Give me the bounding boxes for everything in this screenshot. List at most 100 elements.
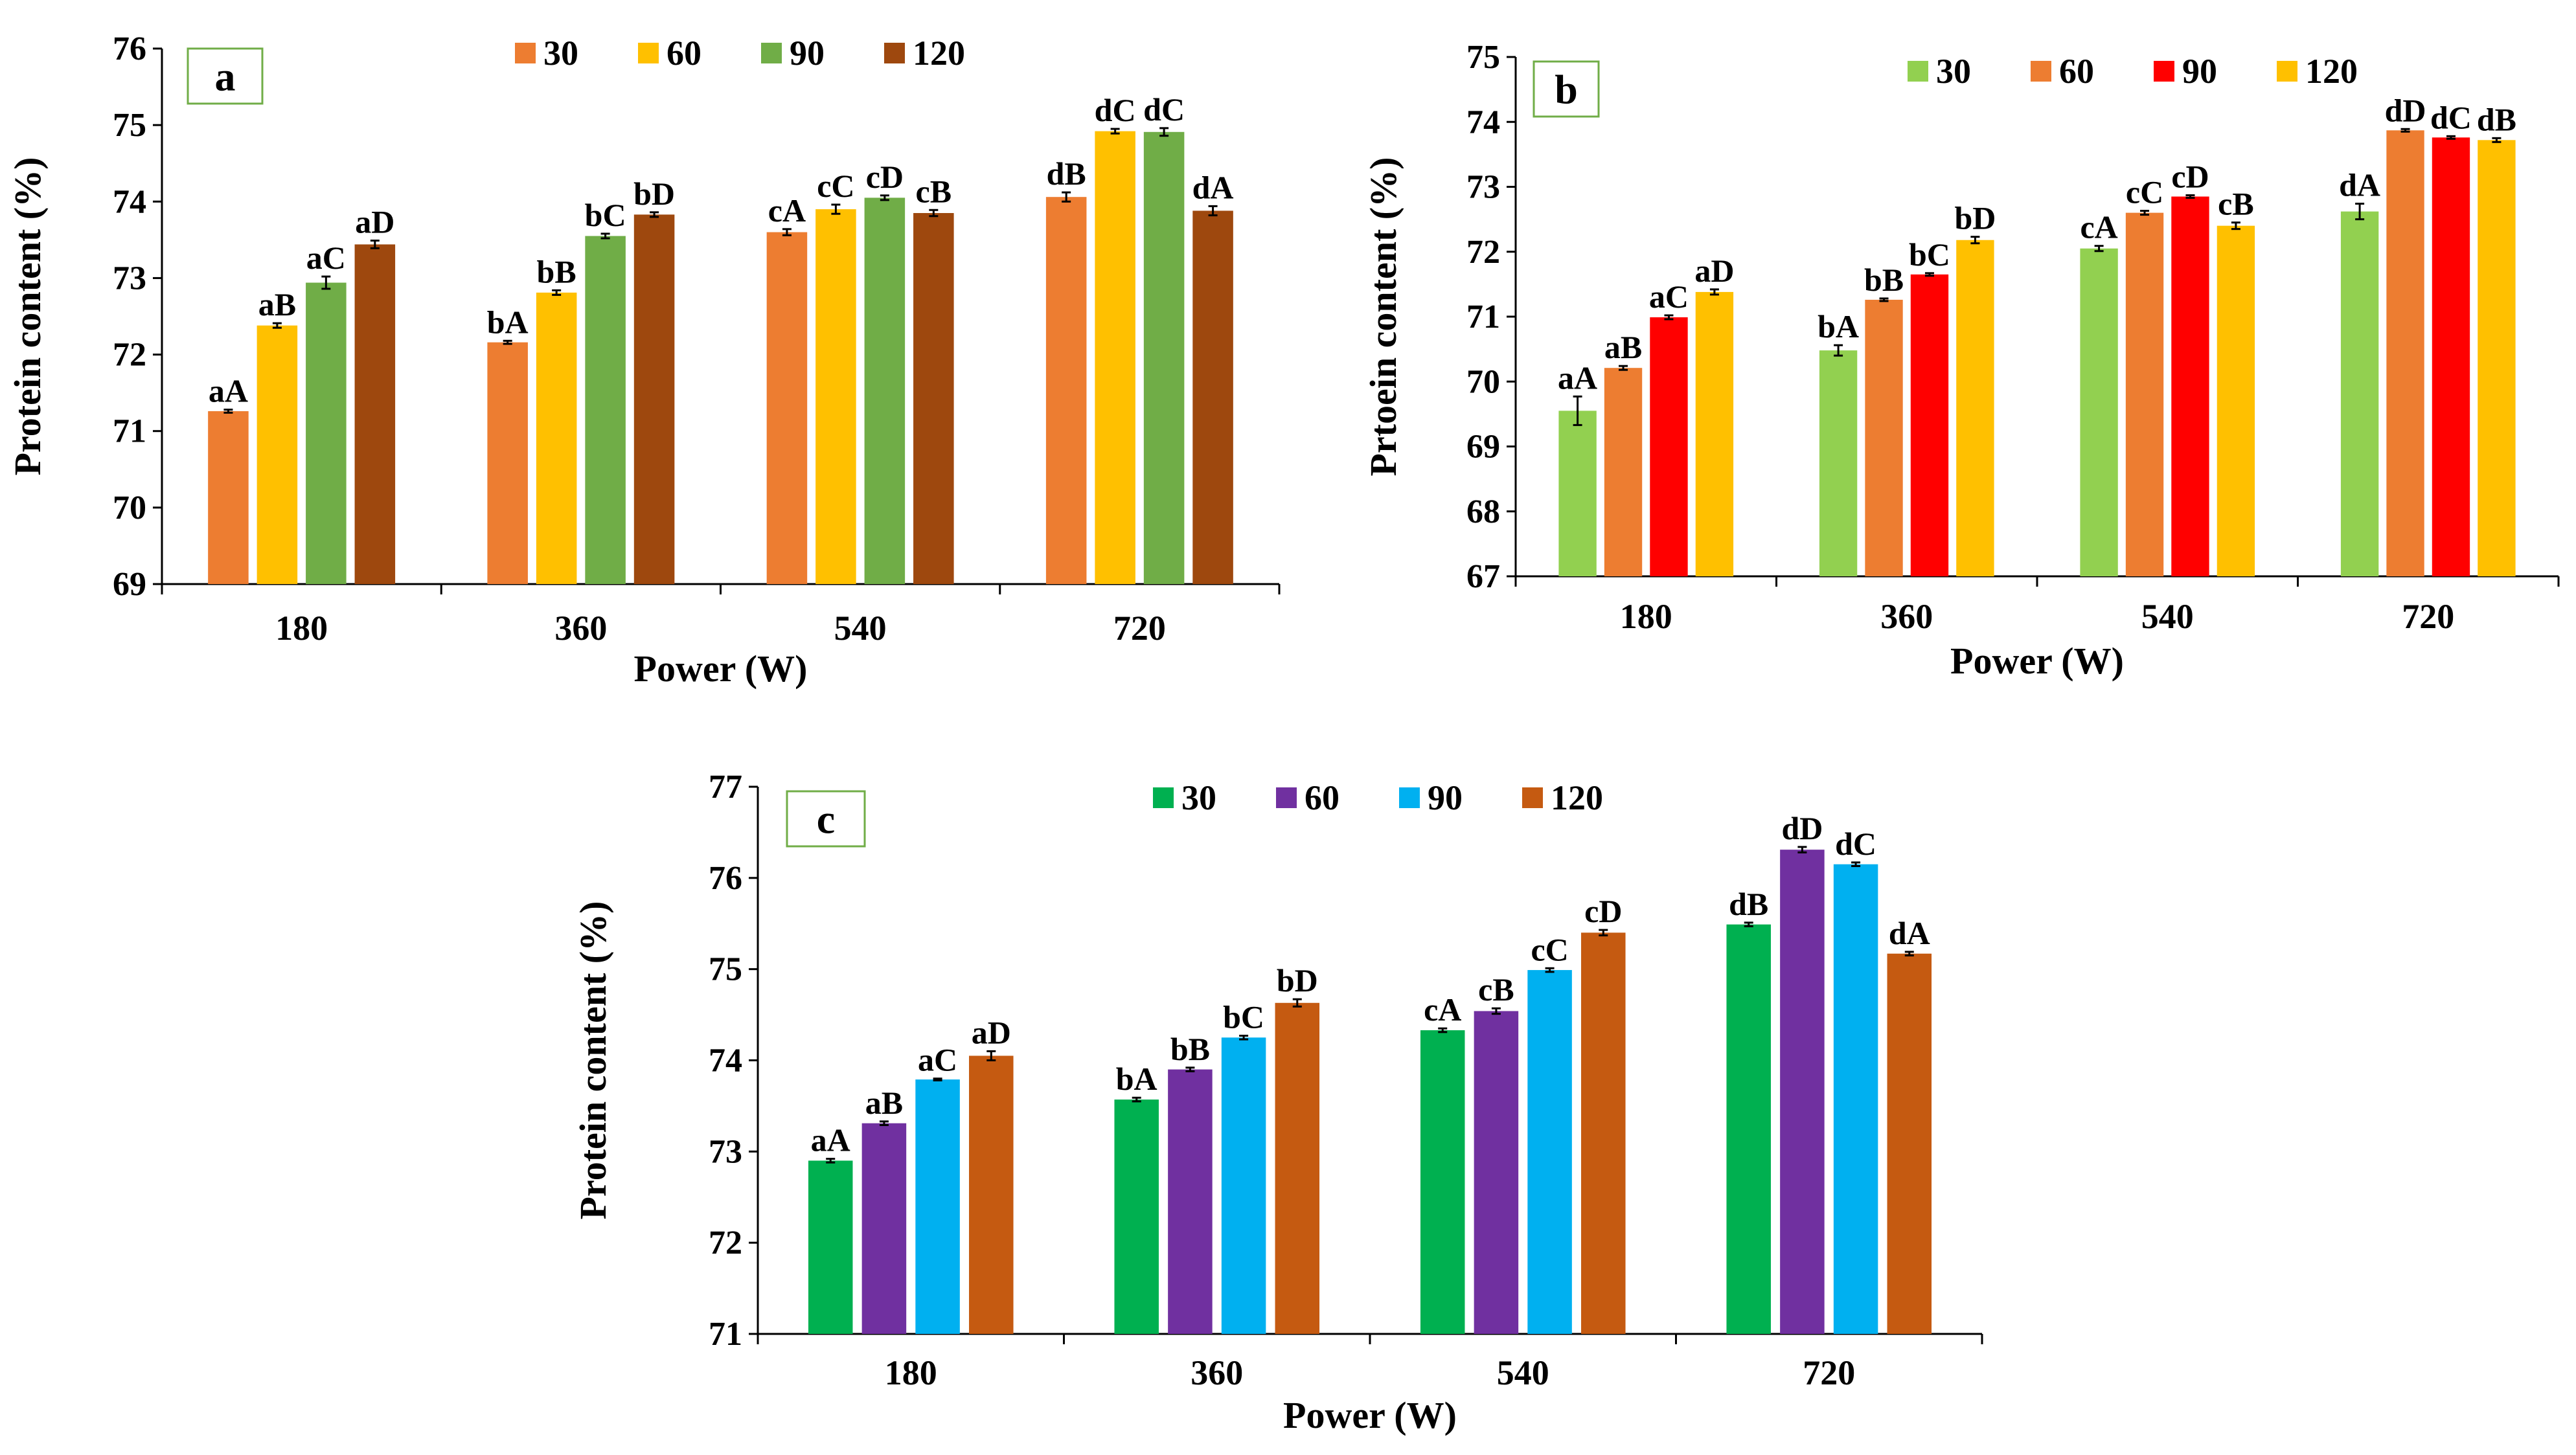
- bar: [1604, 368, 1643, 576]
- data-label: aC: [1649, 278, 1689, 315]
- data-label: bC: [1909, 236, 1950, 273]
- data-label: aB: [865, 1085, 903, 1121]
- bar: [913, 213, 954, 584]
- data-label: bA: [1818, 308, 1859, 344]
- bar: [1527, 970, 1572, 1334]
- y-tick-label: 70: [113, 490, 146, 526]
- data-label: dA: [1192, 169, 1234, 205]
- data-label: dC: [1835, 826, 1876, 862]
- panel-label-box: [187, 47, 264, 105]
- data-label: aC: [306, 240, 346, 276]
- bar: [2171, 196, 2209, 577]
- data-label: bA: [1116, 1061, 1157, 1097]
- y-axis-title: Prtoein content (%): [1362, 157, 1404, 477]
- data-label: cA: [768, 192, 806, 229]
- y-tick-label: 71: [113, 413, 146, 450]
- y-tick-label: 74: [113, 183, 146, 220]
- y-tick-label: 76: [709, 860, 742, 897]
- bar: [915, 1079, 960, 1334]
- data-label: cD: [1584, 893, 1622, 929]
- bar: [2217, 225, 2255, 576]
- x-axis-title: Power (W): [634, 648, 808, 690]
- data-label: dA: [2339, 167, 2380, 203]
- x-tick-label: 360: [1191, 1353, 1243, 1392]
- legend-label: 60: [667, 34, 701, 73]
- bar: [2432, 137, 2470, 576]
- data-label: aA: [811, 1122, 850, 1158]
- data-label: aD: [355, 204, 394, 240]
- legend-swatch: [761, 43, 782, 63]
- data-label: bC: [1223, 998, 1264, 1035]
- panel-label: a: [215, 54, 236, 100]
- bar: [1192, 210, 1233, 584]
- bar: [306, 282, 347, 584]
- bar: [1780, 850, 1825, 1334]
- data-label: bB: [537, 253, 576, 289]
- data-label: aD: [1694, 253, 1734, 289]
- bar: [1558, 411, 1597, 576]
- bar: [1695, 291, 1734, 576]
- data-label: cD: [2171, 159, 2209, 195]
- bar: [354, 244, 396, 585]
- y-tick-label: 72: [709, 1224, 742, 1261]
- legend-label: 30: [543, 34, 578, 73]
- bar: [864, 197, 906, 585]
- legend-swatch: [884, 43, 905, 63]
- bar: [766, 232, 808, 584]
- legend-swatch: [638, 43, 659, 63]
- x-tick-label: 720: [1113, 609, 1166, 648]
- y-axis-title: Protein content (%): [572, 901, 614, 1220]
- legend-label: 120: [2305, 52, 2358, 91]
- y-tick-label: 77: [709, 769, 742, 806]
- y-tick-label: 69: [113, 566, 146, 603]
- bar: [2125, 212, 2164, 577]
- bar: [1275, 1002, 1320, 1334]
- data-label: dA: [1889, 915, 1930, 951]
- data-label: aC: [918, 1042, 957, 1078]
- x-tick-label: 540: [1497, 1353, 1549, 1392]
- bar: [1887, 953, 1932, 1334]
- data-label: cC: [1531, 931, 1568, 967]
- data-label: dD: [1781, 810, 1823, 846]
- x-tick-label: 360: [1880, 597, 1933, 636]
- legend-label: 60: [1305, 778, 1339, 817]
- legend-swatch: [2154, 61, 2174, 82]
- y-tick-label: 67: [1466, 558, 1500, 595]
- legend-swatch: [1908, 61, 1928, 82]
- bar: [1956, 240, 1994, 577]
- bar: [2386, 130, 2424, 577]
- legend: 30 60 90 120: [1908, 52, 2358, 91]
- data-label: dD: [2385, 92, 2426, 128]
- y-tick-label: 75: [1466, 39, 1500, 76]
- bar: [1114, 1100, 1159, 1334]
- panel-c: 71 72 73 74 75 76 77 180 aA aB aC aD 360 bA bB bC bD 540 c…: [572, 769, 1983, 1436]
- x-tick-label: 360: [554, 609, 607, 648]
- legend-label: 90: [1428, 778, 1463, 817]
- legend: 30 60 90 120: [1153, 778, 1603, 817]
- y-tick-label: 74: [709, 1043, 742, 1079]
- data-label: aA: [209, 373, 248, 409]
- bar: [208, 411, 249, 584]
- y-tick-label: 71: [709, 1316, 742, 1353]
- data-label: cB: [2218, 186, 2254, 222]
- panel-label: c: [817, 796, 835, 842]
- data-label: aB: [1604, 329, 1642, 365]
- legend: 30 60 90 120: [515, 34, 965, 73]
- panel-label-box: [1533, 60, 1600, 118]
- x-tick-label: 180: [275, 609, 328, 648]
- legend-label: 90: [2182, 52, 2217, 91]
- legend-label: 90: [790, 34, 825, 73]
- legend-swatch: [1153, 787, 1174, 808]
- legend-swatch: [1276, 787, 1297, 808]
- data-label: aB: [258, 286, 296, 322]
- data-label: bC: [585, 197, 626, 233]
- bar: [1143, 131, 1185, 585]
- y-tick-label: 72: [1466, 234, 1500, 271]
- data-label: cD: [866, 159, 904, 195]
- bar: [2478, 140, 2516, 576]
- bar: [1910, 274, 1949, 576]
- y-tick-label: 73: [113, 260, 146, 297]
- data-label: aD: [972, 1014, 1011, 1050]
- legend-swatch: [1522, 787, 1543, 808]
- legend-label: 120: [1551, 778, 1603, 817]
